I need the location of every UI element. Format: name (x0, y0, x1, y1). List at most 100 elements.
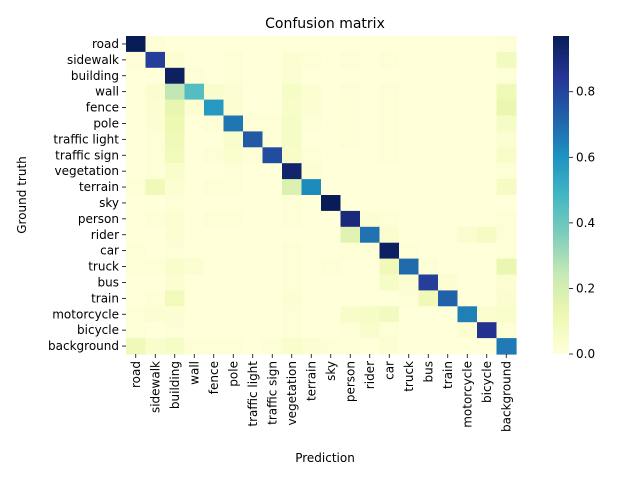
heatmap-cell (379, 99, 400, 117)
heatmap-cell (399, 83, 420, 101)
x-tick-label: truck (402, 361, 416, 392)
heatmap-cell (321, 195, 342, 212)
heatmap-cell (262, 338, 283, 355)
heatmap-cell (496, 210, 517, 228)
heatmap-cell (379, 338, 400, 355)
heatmap-cell (165, 179, 186, 196)
heatmap-cell (418, 290, 439, 307)
heatmap-cell (418, 242, 439, 260)
y-tick-label: sidewalk (67, 53, 119, 67)
heatmap-cell (243, 290, 264, 307)
heatmap-cell (126, 226, 147, 244)
heatmap-cell (243, 51, 264, 69)
colorbar-tick-label: 0.8 (576, 85, 595, 99)
heatmap-cell (321, 147, 342, 164)
heatmap-cell (165, 67, 186, 85)
heatmap-cell (321, 226, 342, 244)
heatmap-cell (282, 290, 303, 307)
heatmap-cell (243, 195, 264, 212)
heatmap-cell (360, 306, 381, 323)
heatmap-cell (399, 290, 420, 307)
heatmap-cell (126, 179, 147, 196)
heatmap-cell (477, 210, 498, 228)
heatmap-cell (379, 36, 400, 53)
heatmap-cell (438, 226, 459, 244)
heatmap-cell (321, 51, 342, 69)
heatmap-cell (360, 83, 381, 101)
heatmap-cell (262, 179, 283, 196)
heatmap-cell (418, 131, 439, 148)
x-tick-label: pole (226, 361, 240, 387)
heatmap-cell (184, 147, 205, 164)
heatmap-cell (360, 226, 381, 244)
y-tick-label: sky (99, 196, 119, 210)
heatmap-cell (457, 67, 478, 85)
heatmap-cell (418, 210, 439, 228)
heatmap-cell (340, 115, 361, 132)
heatmap-cell (438, 36, 459, 53)
heatmap-cell (184, 163, 205, 180)
heatmap-cell (145, 147, 166, 164)
heatmap-cell (418, 338, 439, 355)
heatmap-cell (204, 290, 225, 307)
heatmap-cell (184, 274, 205, 291)
heatmap-cell (165, 226, 186, 244)
heatmap-cell (360, 51, 381, 69)
heatmap-cell (360, 147, 381, 164)
heatmap-cell (262, 115, 283, 132)
heatmap-cell (145, 226, 166, 244)
heatmap-cell (301, 83, 322, 101)
y-tick-label: rider (91, 228, 119, 242)
heatmap-cell (321, 274, 342, 291)
heatmap-cell (399, 179, 420, 196)
heatmap-cell (438, 163, 459, 180)
heatmap-cell (204, 226, 225, 244)
heatmap-cell (262, 210, 283, 228)
heatmap-cell (282, 306, 303, 323)
colorbar (553, 36, 569, 354)
x-tick-label: person (343, 361, 357, 402)
heatmap-cell (379, 179, 400, 196)
heatmap-cell (477, 195, 498, 212)
heatmap-cell (496, 99, 517, 117)
heatmap-cell (477, 322, 498, 339)
colorbar-tick-label: 0.6 (576, 150, 595, 164)
heatmap-cell (477, 179, 498, 196)
heatmap-cell (204, 115, 225, 132)
heatmap-cell (457, 51, 478, 69)
heatmap-cell (126, 147, 147, 164)
heatmap-cell (379, 290, 400, 307)
heatmap-cell (340, 163, 361, 180)
heatmap-cell (262, 51, 283, 69)
heatmap-cell (438, 322, 459, 339)
heatmap-cell (399, 195, 420, 212)
heatmap-cell (477, 258, 498, 276)
heatmap-cell (262, 322, 283, 339)
y-tick-label: vegetation (54, 164, 119, 178)
heatmap-cell (282, 131, 303, 148)
heatmap-cell (340, 274, 361, 291)
heatmap-cell (184, 290, 205, 307)
heatmap-cell (243, 131, 264, 148)
heatmap-cell (301, 338, 322, 355)
heatmap-cell (340, 322, 361, 339)
heatmap-cell (301, 67, 322, 85)
heatmap-cell (301, 258, 322, 276)
heatmap-cell (321, 67, 342, 85)
heatmap-cell (204, 179, 225, 196)
heatmap-cell (145, 67, 166, 85)
heatmap-cell (496, 274, 517, 291)
heatmap-cell (321, 83, 342, 101)
y-tick-label: train (91, 291, 119, 305)
heatmap-cell (204, 322, 225, 339)
heatmap-cell (145, 242, 166, 260)
heatmap-cell (282, 36, 303, 53)
heatmap-cell (379, 67, 400, 85)
heatmap-cell (282, 274, 303, 291)
heatmap-cell (126, 306, 147, 323)
heatmap-cell (223, 83, 244, 101)
heatmap-cell (165, 36, 186, 53)
heatmap-cell (399, 242, 420, 260)
heatmap-cell (243, 115, 264, 132)
